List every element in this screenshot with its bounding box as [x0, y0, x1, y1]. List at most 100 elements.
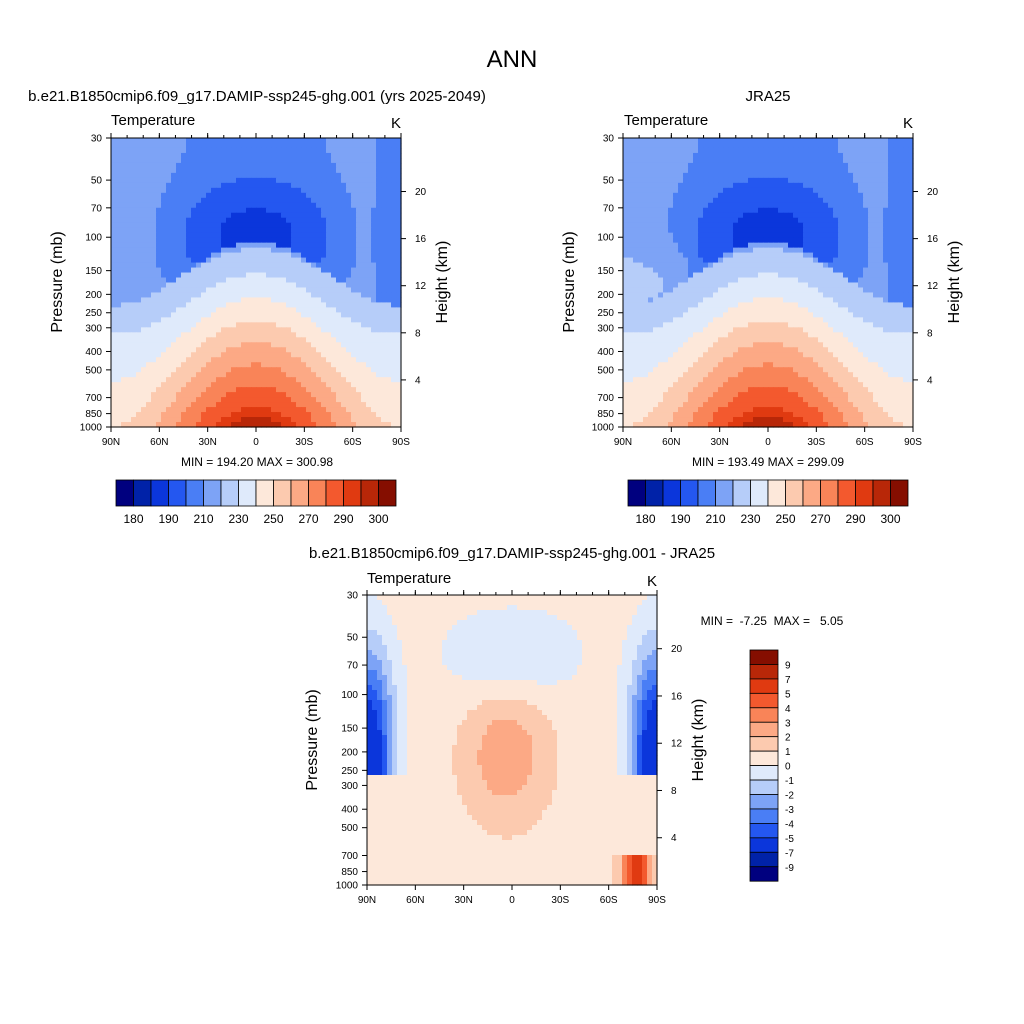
model-cell — [156, 207, 162, 214]
model-cell — [216, 262, 222, 269]
model-cell — [136, 422, 142, 428]
obs-cell — [628, 177, 634, 184]
model-cell — [156, 387, 162, 393]
model-cell — [146, 347, 152, 353]
model-cell — [256, 347, 262, 353]
obs-cell — [823, 147, 829, 154]
model-cell — [236, 192, 242, 199]
model-cell — [241, 177, 247, 184]
model-cell — [211, 397, 217, 403]
obs-cell — [893, 197, 899, 204]
obs-cell — [653, 167, 659, 174]
model-cell — [181, 362, 187, 368]
model-cell — [326, 392, 332, 398]
obs-cell — [643, 242, 649, 249]
obs-cell — [708, 157, 714, 164]
model-cell — [366, 412, 372, 418]
obs-cell — [683, 257, 689, 264]
model-cell — [161, 252, 167, 259]
obs-cell — [648, 257, 654, 264]
model-cell — [336, 337, 342, 343]
model-cell — [176, 317, 182, 323]
obs-cell — [798, 257, 804, 264]
model-cell — [286, 247, 292, 254]
obs-cell — [893, 162, 899, 169]
model-cell — [356, 347, 362, 353]
model-cell — [176, 377, 182, 383]
model-cell — [356, 217, 362, 224]
obs-cell — [708, 177, 714, 184]
model-cell — [396, 302, 402, 309]
model-cell — [306, 397, 312, 403]
obs-cell — [803, 227, 809, 234]
obs-cell — [908, 157, 914, 164]
obs-cell — [808, 138, 814, 144]
model-cell — [331, 222, 337, 229]
model-cell — [296, 182, 302, 189]
model-cell — [186, 222, 192, 229]
obs-cell — [833, 162, 839, 169]
obs-cell — [658, 242, 664, 249]
model-cell — [181, 197, 187, 204]
model-cell — [376, 212, 382, 219]
model-cell — [376, 267, 382, 274]
model-cell — [171, 392, 177, 398]
model-cell — [176, 412, 182, 418]
model-cell — [376, 138, 382, 144]
obs-cell — [738, 138, 744, 144]
model-cell — [151, 317, 157, 323]
model-cell — [231, 287, 237, 294]
model-cell — [276, 257, 282, 264]
model-cell — [206, 347, 212, 353]
model-cell — [226, 337, 232, 343]
model-cell — [146, 407, 152, 413]
model-cell — [371, 262, 377, 269]
model-cell — [246, 307, 252, 313]
model-cell — [276, 242, 282, 249]
model-cell — [391, 422, 397, 428]
model-cell — [186, 252, 192, 259]
model-cell — [326, 327, 332, 333]
model-cell — [181, 247, 187, 254]
obs-cell — [738, 262, 744, 269]
obs-cell — [863, 152, 869, 159]
model-cell — [161, 232, 167, 239]
model-cell — [386, 292, 392, 299]
obs-cell — [778, 147, 784, 154]
obs-cell — [808, 202, 814, 209]
model-cell — [351, 167, 357, 174]
model-cell — [321, 217, 327, 224]
model-cell — [176, 262, 182, 269]
obs-cell — [758, 182, 764, 189]
model-cell — [201, 312, 207, 318]
model-cell — [131, 307, 137, 313]
model-cell — [206, 317, 212, 323]
model-cell — [281, 402, 287, 408]
model-cell — [316, 227, 322, 234]
model-cell — [176, 182, 182, 189]
model-cell — [121, 152, 127, 159]
model-cell — [386, 342, 392, 348]
model-cell — [251, 327, 257, 333]
model-cell — [341, 152, 347, 159]
model-cell — [216, 172, 222, 179]
obs-cell — [848, 147, 854, 154]
model-cell — [286, 342, 292, 348]
model-cell — [216, 302, 222, 309]
obs-cell — [678, 177, 684, 184]
model-cell — [371, 197, 377, 204]
obs-cell — [733, 202, 739, 209]
obs-cell — [848, 257, 854, 264]
model-cell — [366, 392, 372, 398]
model-cell — [191, 222, 197, 229]
obs-cell — [673, 252, 679, 259]
obs-cell — [748, 237, 754, 244]
model-cell — [331, 277, 337, 284]
obs-cell — [788, 182, 794, 189]
model-cell — [331, 377, 337, 383]
obs-cell — [708, 172, 714, 179]
model-cell — [326, 237, 332, 244]
model-cell — [296, 242, 302, 249]
model-cell — [131, 212, 137, 219]
model-cell — [256, 372, 262, 378]
